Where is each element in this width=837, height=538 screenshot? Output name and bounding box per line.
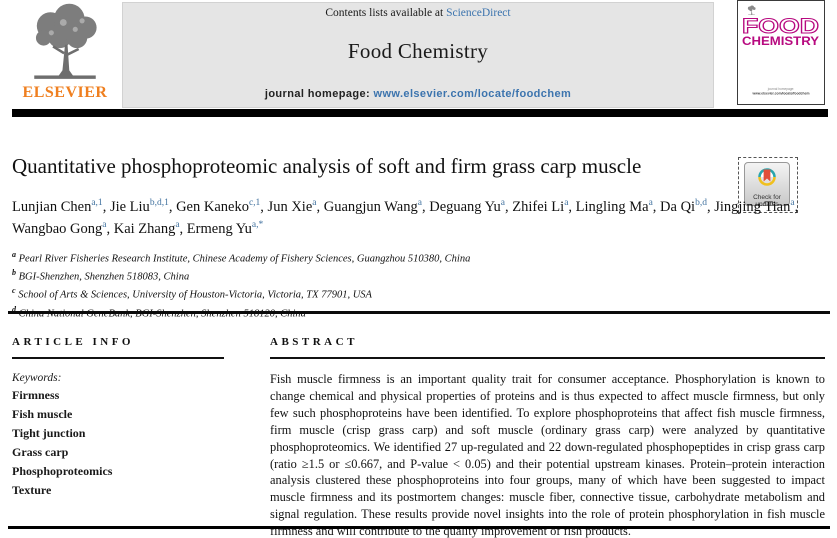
abstract-rule <box>270 357 825 359</box>
keyword-item: Phosphoproteomics <box>12 464 113 478</box>
keyword-item: Tight junction <box>12 426 86 440</box>
article-title: Quantitative phosphoproteomic analysis o… <box>12 154 642 178</box>
keyword-item: Grass carp <box>12 445 69 459</box>
keyword-list: Firmness Fish muscle Tight junction Grass c… <box>12 386 224 500</box>
abstract-heading: ABSTRACT <box>270 336 358 348</box>
homepage-line: journal homepage: www.elsevier.com/locat… <box>123 88 713 100</box>
article-info-column: ARTICLE INFO Keywords: Firmness Fish musc… <box>12 336 224 500</box>
sciencedirect-link[interactable]: ScienceDirect <box>446 7 511 19</box>
crossmark-label: Check for updates <box>753 194 781 209</box>
homepage-url-link[interactable]: www.elsevier.com/locate/foodchem <box>373 88 572 100</box>
contents-line: Contents lists available at ScienceDirec… <box>123 7 713 19</box>
author: Gen Kanekoc,1 <box>176 198 261 215</box>
author: Guangjun Wanga <box>323 198 422 215</box>
author: Deguang Yua <box>429 198 505 215</box>
journal-cover-thumbnail: FOOD CHEMISTRY journal homepage: www.els… <box>737 0 825 105</box>
footer-rule <box>8 526 830 529</box>
keywords-label: Keywords: <box>12 372 62 384</box>
author: Lunjian Chena,1 <box>12 198 103 215</box>
author: Lingling Maa <box>575 198 653 215</box>
affiliation: a Pearl River Fisheries Research Institu… <box>12 250 471 265</box>
header-divider-rule <box>12 109 828 117</box>
affiliation: c School of Arts & Sciences, University … <box>12 286 372 301</box>
homepage-label: journal homepage: <box>264 88 374 100</box>
cover-title-chemistry: CHEMISTRY <box>742 34 819 48</box>
author: Jun Xiea <box>267 198 317 215</box>
cover-footer-label: journal homepage: <box>767 87 795 91</box>
author-list: Lunjian Chena,1, Jie Liub,d,1, Gen Kanek… <box>12 198 799 238</box>
elsevier-wordmark: ELSEVIER <box>22 84 108 101</box>
author: Wangbao Gonga <box>12 220 107 238</box>
elsevier-logo: ELSEVIER <box>10 2 120 108</box>
cover-title-food: FOOD <box>742 15 819 38</box>
contents-prefix: Contents lists available at <box>325 7 447 19</box>
affiliation: b BGI-Shenzhen, Shenzhen 518083, China <box>12 268 190 283</box>
journal-masthead: ELSEVIER Contents lists available at Sci… <box>10 0 827 108</box>
elsevier-tree-icon <box>10 2 120 84</box>
section-divider-rule <box>8 311 830 314</box>
article-info-heading: ARTICLE INFO <box>12 336 134 348</box>
abstract-column: ABSTRACT Fish muscle firmness is an impo… <box>270 336 825 538</box>
article-info-rule <box>12 357 224 359</box>
author: Jingjing Tiana <box>714 198 795 215</box>
cover-footer-url: www.elsevier.com/locate/foodchem <box>752 92 810 96</box>
check-for-updates-badge[interactable]: Check for updates <box>744 162 790 209</box>
crossmark-icon <box>752 168 782 195</box>
cover-titles: FOOD CHEMISTRY <box>741 13 821 54</box>
keyword-item: Texture <box>12 483 52 497</box>
author: Jie Liub,d,1 <box>109 198 169 215</box>
abstract-text: Fish muscle firmness is an important qua… <box>270 372 825 538</box>
author: Zhifei Lia <box>512 198 569 215</box>
cover-tree-icon <box>746 3 757 21</box>
journal-name: Food Chemistry <box>347 39 489 63</box>
author: Da Qib,d <box>660 198 707 215</box>
keyword-item: Firmness <box>12 388 60 402</box>
cover-footer-text: journal homepage: www.elsevier.com/locat… <box>738 83 824 101</box>
author: Kai Zhanga <box>113 220 180 238</box>
journal-header-band: Contents lists available at ScienceDirec… <box>122 2 714 108</box>
author: Ermeng Yua,* <box>186 220 264 238</box>
keyword-item: Fish muscle <box>12 407 73 421</box>
